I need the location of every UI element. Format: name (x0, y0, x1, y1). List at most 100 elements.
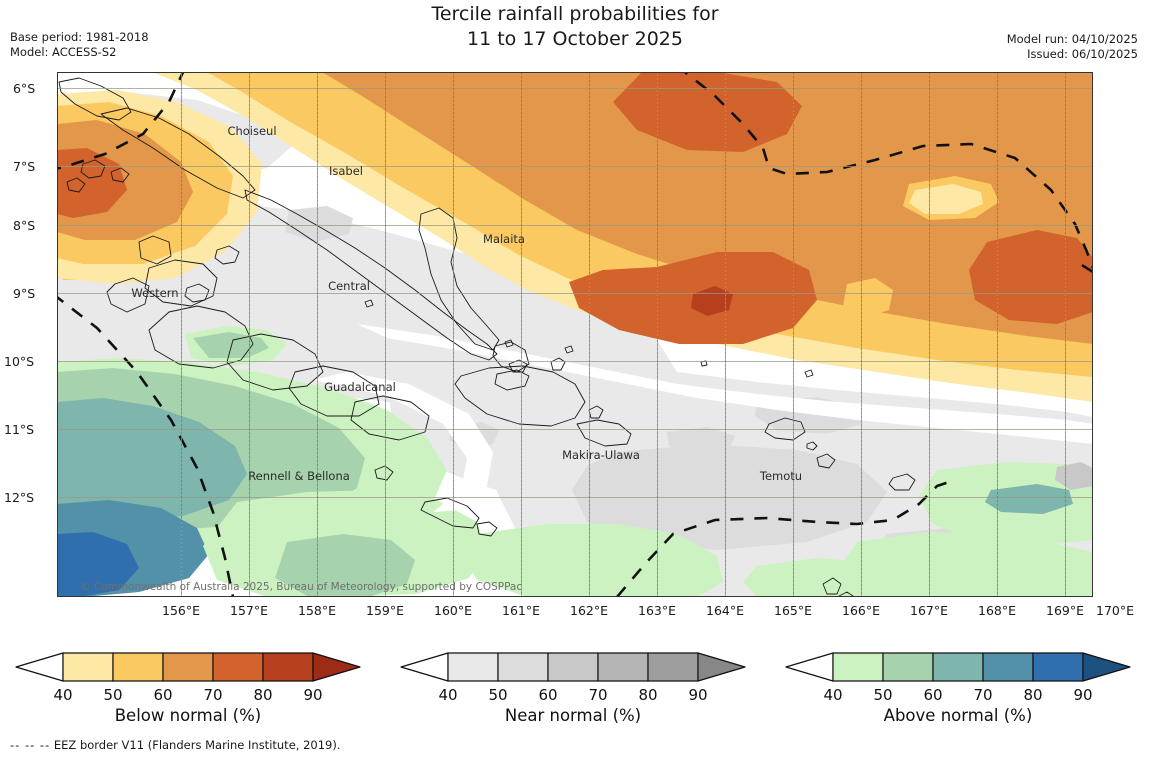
lat-label-8S: 8°S (13, 218, 36, 233)
legend-below-normal-ticks: 40 50 60 70 80 90 (8, 686, 368, 708)
legend-tick: 40 (438, 686, 458, 704)
lon-label-158E: 158°E (297, 603, 337, 618)
lon-label-163E: 163°E (637, 603, 677, 618)
legend-tick: 60 (538, 686, 558, 704)
province-label-temotu: Temotu (759, 469, 803, 483)
legend-tick: 50 (103, 686, 123, 704)
gridline-lon-163 (657, 72, 658, 597)
gridline-lon-160 (453, 72, 454, 597)
legend-tick: 60 (923, 686, 943, 704)
legend-tick: 90 (1073, 686, 1093, 704)
province-label-choiseul: Choiseul (227, 124, 277, 138)
legend-near-normal-track[interactable] (393, 648, 753, 686)
probability-contour-layer (57, 72, 1093, 597)
legend-tick: 40 (53, 686, 73, 704)
lon-label-161E: 161°E (501, 603, 541, 618)
gridline-lon-164 (725, 72, 726, 597)
lon-label-164E: 164°E (705, 603, 745, 618)
legend-above-normal-track[interactable] (778, 648, 1138, 686)
gridline-lon-159 (385, 72, 386, 597)
gridlines-layer (57, 72, 1093, 597)
legend-below-normal[interactable]: 40 50 60 70 80 90 Below normal (%) (8, 648, 368, 758)
lat-label-11S: 11°S (4, 422, 35, 437)
lat-label-12S: 12°S (4, 490, 35, 505)
gridline-lon-162 (589, 72, 590, 597)
gridline-lat-6 (57, 88, 1093, 89)
legend-near-normal[interactable]: 40 50 60 70 80 90 Near normal (%) (393, 648, 753, 758)
gridline-lon-161 (521, 72, 522, 597)
eez-border-layer (57, 72, 1093, 597)
lon-label-169E: 169°E (1045, 603, 1085, 618)
lon-label-170E: 170°E (1095, 603, 1135, 618)
gridline-lon-168 (997, 72, 998, 597)
lon-label-162E: 162°E (569, 603, 609, 618)
gridline-lon-167 (929, 72, 930, 597)
coastline-layer (57, 72, 1093, 597)
base-period-text: Base period: 1981-2018 (10, 30, 149, 44)
gridline-lat-10 (57, 361, 1093, 362)
gridline-lat-11 (57, 429, 1093, 430)
page-title-line2: 11 to 17 October 2025 (467, 28, 683, 50)
legend-tick: 70 (973, 686, 993, 704)
legend-tick: 60 (153, 686, 173, 704)
legend-tick: 50 (488, 686, 508, 704)
page-title: Tercile rainfall probabilities for 11 to… (0, 2, 1150, 52)
gridline-lon-165 (793, 72, 794, 597)
province-label-makira-ulawa: Makira-Ulawa (562, 448, 640, 462)
gridline-lon-158 (317, 72, 318, 597)
gridline-lon-166 (861, 72, 862, 597)
province-label-layer: Choiseul Isabel Malaita Central Western … (57, 72, 1093, 597)
legend-below-normal-track[interactable] (8, 648, 368, 686)
legend-below-normal-title: Below normal (%) (114, 706, 262, 725)
lon-label-160E: 160°E (433, 603, 473, 618)
legend-tick: 40 (823, 686, 843, 704)
map-credit: © Commonwealth of Australia 2025, Bureau… (80, 581, 523, 593)
legend-tick: 80 (253, 686, 273, 704)
legend-tick: 70 (203, 686, 223, 704)
eez-footnote: -- -- -- EEZ border V11 (Flanders Marine… (10, 738, 341, 752)
lat-label-9S: 9°S (13, 286, 36, 301)
gridline-lat-7 (57, 166, 1093, 167)
issued-text: Issued: 06/10/2025 (1027, 47, 1138, 61)
lon-label-156E: 156°E (161, 603, 201, 618)
province-label-central: Central (328, 279, 370, 293)
gridline-lon-156 (181, 72, 182, 597)
legend-tick: 90 (303, 686, 323, 704)
lon-label-159E: 159°E (365, 603, 405, 618)
lat-label-6S: 6°S (13, 81, 36, 96)
legend-tick: 50 (873, 686, 893, 704)
legend-above-normal[interactable]: 40 50 60 70 80 90 Above normal (%) (778, 648, 1138, 758)
page-title-line1: Tercile rainfall probabilities for (431, 3, 719, 25)
lon-label-165E: 165°E (773, 603, 813, 618)
legend-tick: 70 (588, 686, 608, 704)
eez-dash-glyph: -- -- -- (10, 738, 51, 752)
gridline-lon-157 (249, 72, 250, 597)
model-text: Model: ACCESS-S2 (10, 45, 117, 59)
legend-tick: 90 (688, 686, 708, 704)
province-label-malaita: Malaita (483, 232, 525, 246)
model-run-text: Model run: 04/10/2025 (1006, 32, 1138, 46)
legend-tick: 80 (638, 686, 658, 704)
province-label-guadalcanal: Guadalcanal (324, 380, 396, 394)
lat-label-7S: 7°S (13, 159, 36, 174)
province-label-western: Western (131, 286, 179, 300)
legend-above-normal-ticks: 40 50 60 70 80 90 (778, 686, 1138, 708)
lon-label-166E: 166°E (841, 603, 881, 618)
lat-label-10S: 10°S (4, 354, 35, 369)
province-label-rennell-bellona: Rennell & Bellona (248, 469, 350, 483)
legend-tick: 80 (1023, 686, 1043, 704)
lon-label-167E: 167°E (909, 603, 949, 618)
province-label-isabel: Isabel (328, 164, 364, 178)
lon-label-168E: 168°E (977, 603, 1017, 618)
gridline-lat-8 (57, 225, 1093, 226)
legend-above-normal-title: Above normal (%) (883, 706, 1033, 725)
forecast-map[interactable]: Choiseul Isabel Malaita Central Western … (57, 72, 1093, 597)
gridline-lon-169 (1065, 72, 1066, 597)
eez-footnote-text: EEZ border V11 (Flanders Marine Institut… (53, 738, 341, 752)
legend-near-normal-ticks: 40 50 60 70 80 90 (393, 686, 753, 708)
metadata-right: Model run: 04/10/2025 Issued: 06/10/2025 (1007, 32, 1138, 62)
gridline-lat-12 (57, 497, 1093, 498)
metadata-left: Base period: 1981-2018 Model: ACCESS-S2 (10, 30, 149, 60)
legend-near-normal-title: Near normal (%) (504, 706, 642, 725)
